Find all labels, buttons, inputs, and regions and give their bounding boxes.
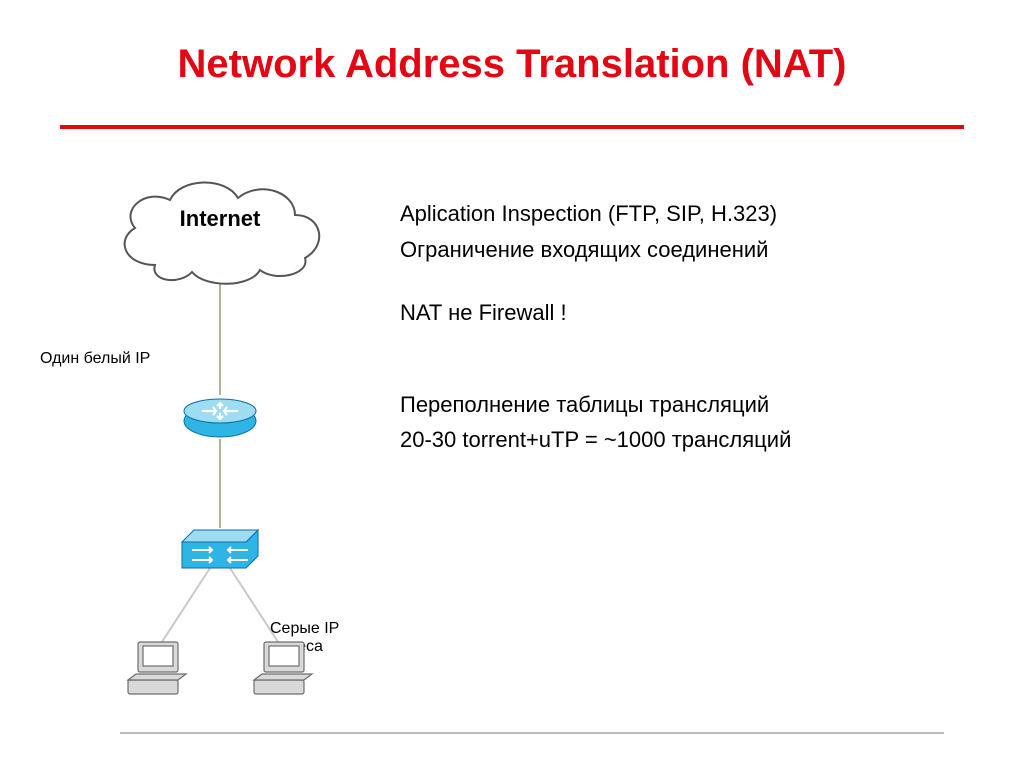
title-underline	[60, 125, 964, 129]
link-switch-host-a	[160, 568, 210, 645]
computer-icon	[124, 640, 190, 700]
footer-rule	[120, 732, 944, 734]
cloud-label: Internet	[110, 206, 330, 232]
label-white-ip: Один белый IP	[40, 350, 150, 368]
bullet-list: Aplication Inspection (FTP, SIP, H.323) …	[400, 200, 954, 462]
bullet-line: Переполнение таблицы трансляций	[400, 391, 954, 419]
network-diagram: Internet Один белый IP	[40, 170, 380, 730]
bullet-line: Ограничение входящих соединений	[400, 236, 954, 264]
bullet-line: 20-30 torrent+uTP = ~1000 трансляций	[400, 426, 954, 454]
router-icon	[182, 395, 258, 439]
computer-icon	[250, 640, 316, 700]
bullet-line: Aplication Inspection (FTP, SIP, H.323)	[400, 200, 954, 228]
bullet-line: NAT не Firewall !	[400, 299, 954, 327]
page-title: Network Address Translation (NAT)	[0, 42, 1024, 87]
cloud-icon: Internet	[110, 170, 330, 290]
switch-icon	[178, 528, 262, 570]
